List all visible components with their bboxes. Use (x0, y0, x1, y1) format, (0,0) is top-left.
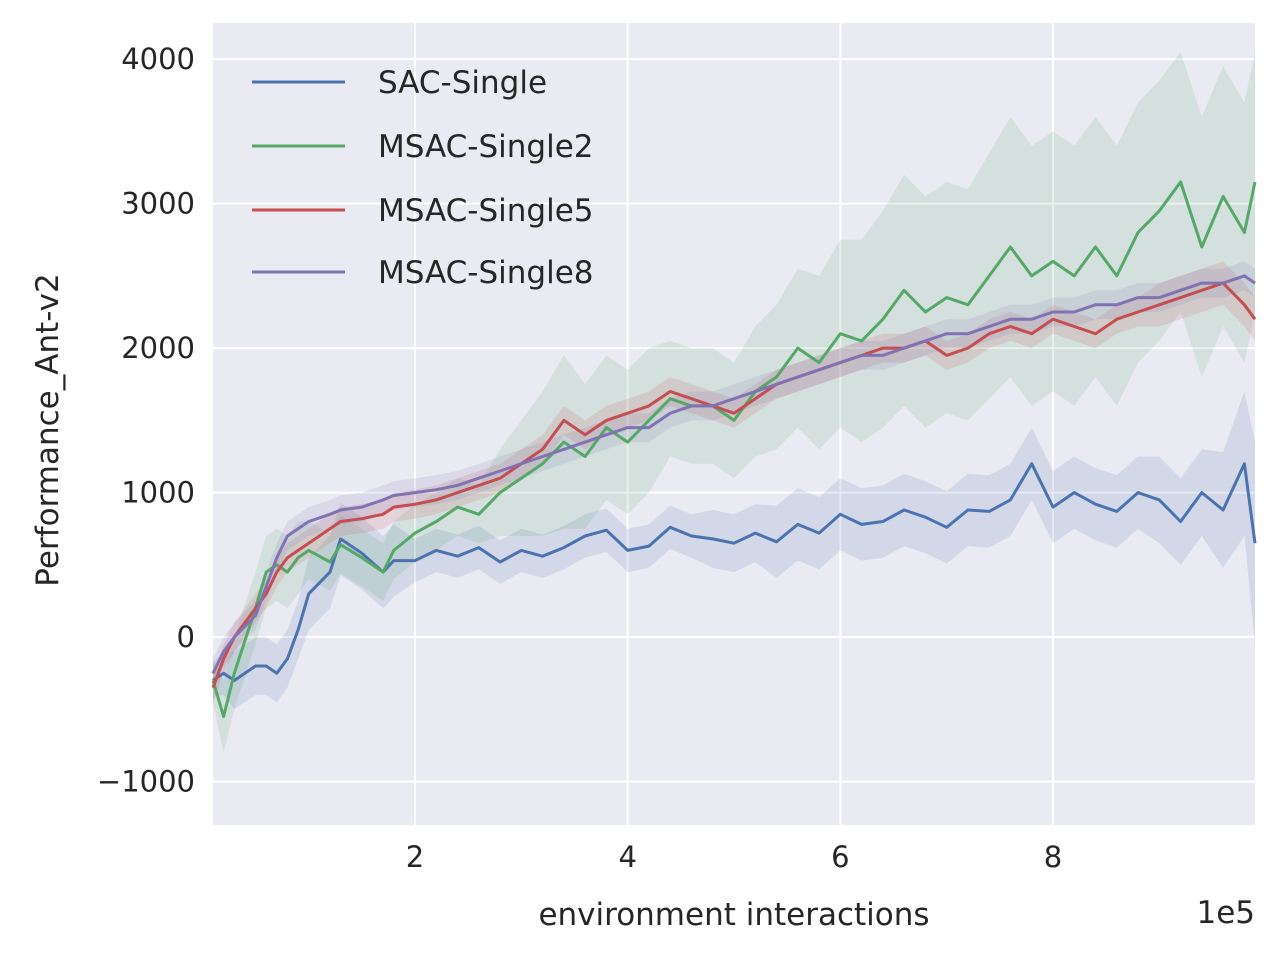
y-tick-label: 3000 (121, 187, 195, 221)
band-msac-single8 (213, 261, 1255, 688)
y-tick-label: 4000 (121, 42, 195, 76)
legend-label-msac-single8: MSAC-Single8 (378, 255, 594, 291)
x-axis-offset-label: 1e5 (1196, 895, 1255, 931)
y-tick-label: 1000 (121, 476, 195, 510)
legend: SAC-Single MSAC-Single2 MSAC-Single5 MSA… (252, 65, 594, 291)
confidence-bands (213, 51, 1255, 753)
band-sac-single (213, 391, 1255, 710)
x-tick-label: 8 (1044, 840, 1062, 874)
series-lines (211, 180, 1257, 719)
x-axis-label: environment interactions (538, 897, 929, 933)
x-tick-label: 4 (618, 840, 636, 874)
legend-label-sac-single: SAC-Single (378, 65, 547, 101)
y-tick-label: −1000 (97, 765, 195, 799)
x-tick-label: 6 (831, 840, 849, 874)
series-line-msac-single8 (211, 274, 1256, 674)
band-msac-single5 (213, 261, 1255, 703)
y-axis-label: Performance_Ant-v2 (30, 273, 66, 586)
band-msac-single2 (213, 51, 1255, 753)
grid (213, 23, 1255, 825)
series-line-msac-single5 (211, 281, 1257, 689)
legend-label-msac-single5: MSAC-Single5 (378, 193, 594, 229)
y-tick-label: 2000 (121, 331, 195, 365)
legend-label-msac-single2: MSAC-Single2 (378, 129, 594, 165)
x-tick-label: 2 (406, 840, 424, 874)
y-tick-label: 0 (177, 620, 195, 654)
y-tick-labels: −1000 0 1000 2000 3000 4000 (97, 42, 195, 799)
series-line-sac-single (212, 462, 1257, 682)
x-tick-labels: 2 4 6 8 (406, 840, 1062, 874)
plot-background (213, 23, 1255, 825)
